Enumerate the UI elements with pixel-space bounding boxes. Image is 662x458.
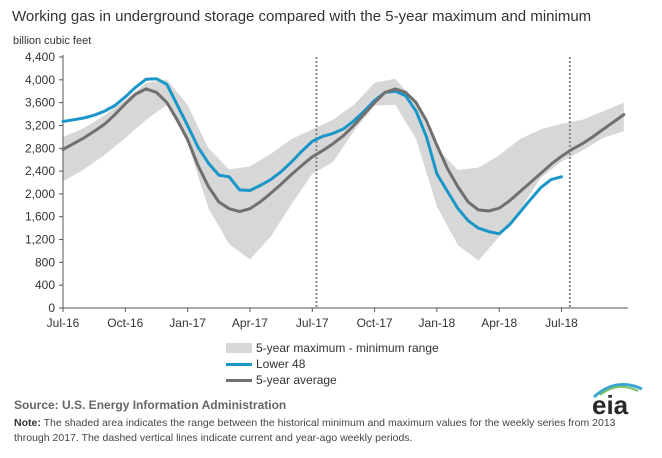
eia-logo-icon (592, 383, 643, 399)
y-tick-label: 3,200 (25, 118, 55, 132)
legend-label-band: 5-year maximum - minimum range (256, 341, 439, 355)
x-tick-label: Jul-16 (47, 316, 80, 330)
legend-swatch-avg (226, 378, 252, 382)
y-tick-label: 4,000 (25, 73, 55, 87)
source-text: Source: U.S. Energy Information Administ… (14, 398, 287, 412)
y-tick-label: 800 (35, 255, 55, 269)
y-tick-label: 1,600 (25, 210, 55, 224)
legend: 5-year maximum - minimum range Lower 48 … (226, 340, 439, 388)
legend-label-avg: 5-year average (256, 373, 337, 387)
legend-item-lower48: Lower 48 (226, 356, 439, 372)
y-tick-label: 2,800 (25, 141, 55, 155)
x-tick-label: Jul-17 (296, 316, 329, 330)
chart-title: Working gas in underground storage compa… (12, 8, 592, 25)
y-tick-label: 2,400 (25, 164, 55, 178)
x-tick-label: Jul-18 (545, 316, 578, 330)
legend-item-band: 5-year maximum - minimum range (226, 340, 439, 356)
lower48-series-line (61, 77, 563, 236)
x-tick-label: Jan-17 (169, 316, 206, 330)
x-tick-label: Oct-17 (357, 316, 393, 330)
five-year-average-series-line (61, 87, 626, 214)
x-tick-label: Apr-18 (481, 316, 517, 330)
y-tick-label: 400 (35, 278, 55, 292)
note-text: Note: The shaded area indicates the rang… (14, 416, 648, 446)
y-axis-units: billion cubic feet (13, 35, 92, 47)
x-tick-label: Oct-16 (107, 316, 143, 330)
y-tick-label: 0 (48, 301, 55, 315)
note-body: The shaded area indicates the range betw… (14, 417, 616, 444)
legend-item-avg: 5-year average (226, 372, 439, 388)
y-tick-label: 1,200 (25, 233, 55, 247)
legend-swatch-lower48 (226, 362, 252, 366)
x-tick-label: Apr-17 (232, 316, 268, 330)
legend-swatch-band (226, 343, 252, 353)
note-label: Note: (14, 417, 41, 429)
legend-label-lower48: Lower 48 (256, 357, 306, 371)
y-tick-label: 2,000 (25, 187, 55, 201)
range-band-area (63, 78, 624, 261)
x-tick-label: Jan-18 (419, 316, 456, 330)
eia-logo-text: eia (592, 390, 629, 420)
y-tick-label: 4,400 (25, 50, 55, 64)
y-tick-label: 3,600 (25, 96, 55, 110)
